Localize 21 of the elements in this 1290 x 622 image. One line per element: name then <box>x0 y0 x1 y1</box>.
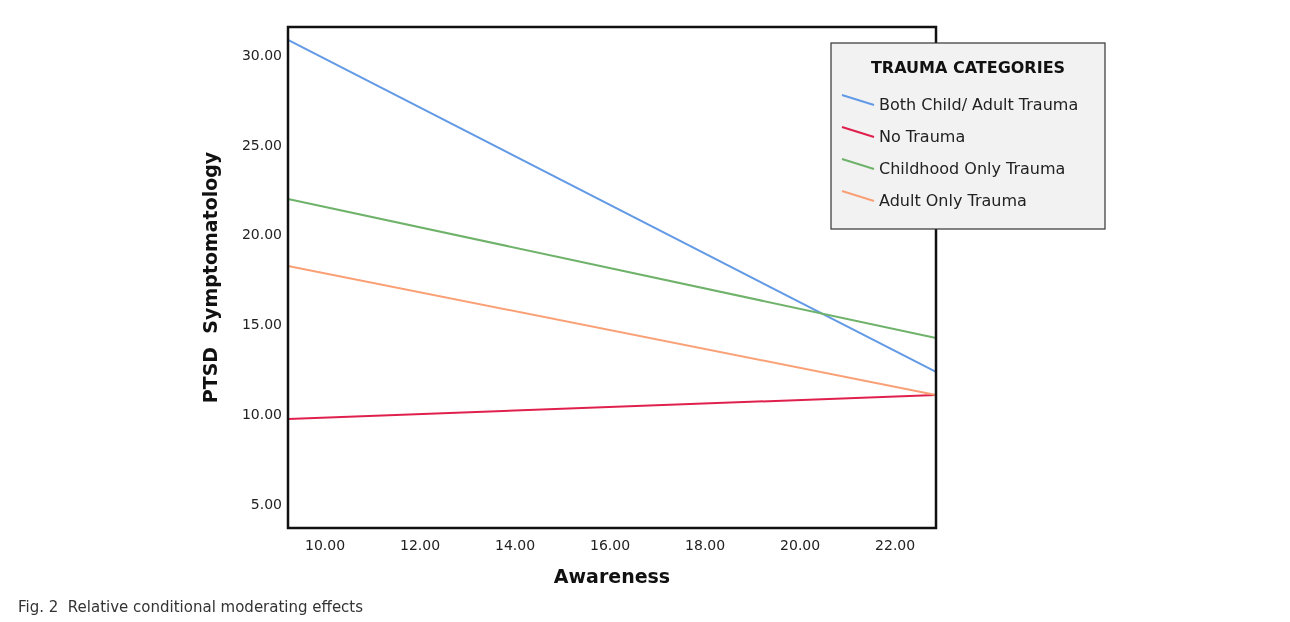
y-axis-title: PTSD Symptomatology <box>199 151 221 404</box>
x-tick-label: 10.00 <box>305 537 346 553</box>
y-tick-label: 15.00 <box>241 316 282 333</box>
y-tick-label: 30.00 <box>241 46 282 63</box>
legend-label: Childhood Only Trauma <box>879 158 1066 178</box>
legend-label: No Trauma <box>879 126 966 146</box>
y-tick-label: 10.00 <box>241 406 282 423</box>
y-tick-label: 20.00 <box>241 226 282 243</box>
legend-label: Adult Only Trauma <box>879 190 1027 210</box>
legend-label: Both Child/ Adult Trauma <box>879 94 1079 114</box>
legend-title: TRAUMA CATEGORIES <box>870 58 1066 77</box>
x-tick-label: 14.00 <box>495 537 536 553</box>
y-tick-label: 25.00 <box>241 136 282 153</box>
x-tick-label: 12.00 <box>400 537 441 553</box>
caption: Fig. 2 Relative conditional moderating effects <box>18 598 364 616</box>
x-tick-label: 22.00 <box>875 537 916 553</box>
y-tick-label: 5.00 <box>250 495 282 512</box>
x-tick-label: 18.00 <box>685 537 726 553</box>
x-tick-label: 20.00 <box>780 537 821 553</box>
x-tick-label: 16.00 <box>590 537 631 553</box>
x-axis-title: Awareness <box>553 565 671 587</box>
